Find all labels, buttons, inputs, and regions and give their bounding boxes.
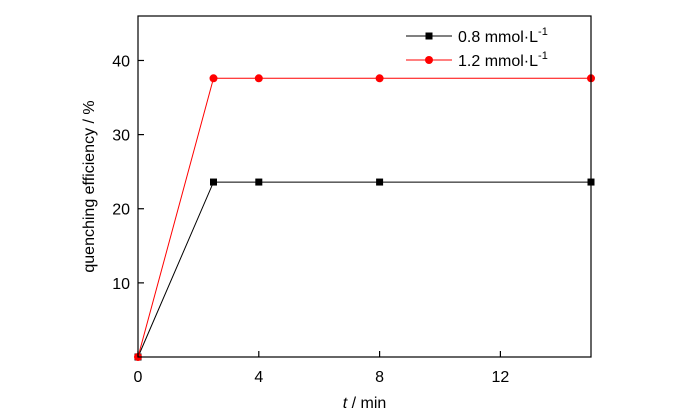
y-axis-label: quenching efficiency / % xyxy=(81,100,98,272)
x-axis-label: t / min xyxy=(343,395,387,412)
data-point xyxy=(376,178,384,186)
data-point xyxy=(210,178,217,186)
y-tick-label: 20 xyxy=(112,202,130,219)
data-point xyxy=(209,74,218,83)
y-tick-label: 30 xyxy=(112,128,130,145)
legend-marker xyxy=(425,56,433,64)
y-tick-label: 10 xyxy=(112,276,130,293)
series-layer xyxy=(134,74,595,361)
x-axis-label-unit: / min xyxy=(347,395,386,412)
data-point xyxy=(375,74,384,83)
plot-frame xyxy=(137,15,592,358)
y-tick-label: 40 xyxy=(112,53,130,70)
data-point xyxy=(254,74,263,83)
x-tick-label: 4 xyxy=(254,369,263,386)
legend-label: 1.2 mmol·L-1 xyxy=(458,50,548,70)
x-tick-label: 12 xyxy=(492,369,510,386)
series-line-0 xyxy=(137,181,591,358)
x-tick-label: 8 xyxy=(375,369,384,386)
ticks-layer: 0 4 8 12 10 20 30 40 xyxy=(112,53,509,386)
legend: 0.8 mmol·L-1 1.2 mmol·L-1 xyxy=(406,26,548,70)
data-point xyxy=(255,178,263,186)
x-axis-label-var: t xyxy=(343,395,348,412)
legend-label: 0.8 mmol·L-1 xyxy=(458,26,548,46)
series-line-1 xyxy=(137,77,591,358)
x-tick-label: 0 xyxy=(134,369,143,386)
legend-marker xyxy=(425,32,433,40)
